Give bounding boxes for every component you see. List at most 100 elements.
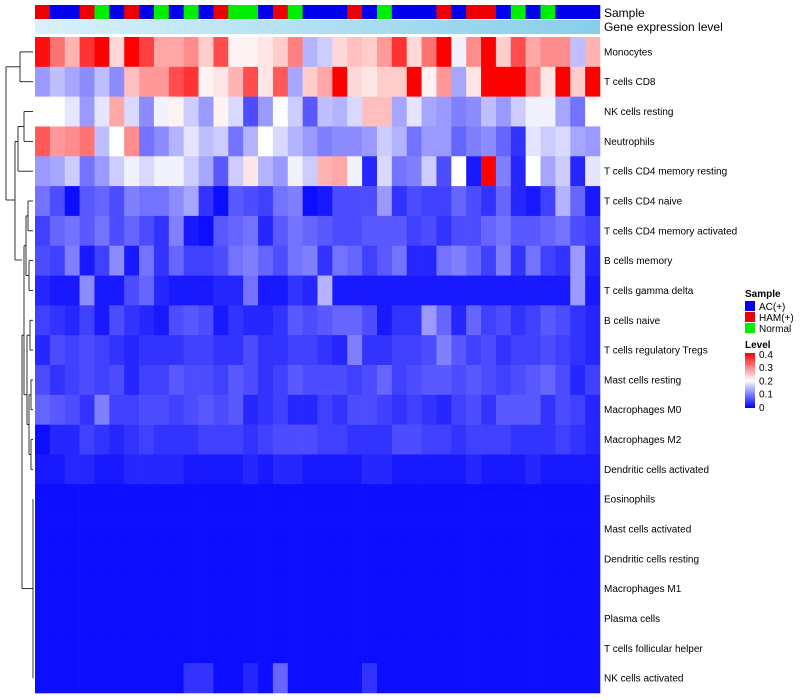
heatmap-cell	[585, 37, 601, 68]
heatmap-cell	[317, 573, 333, 604]
sample-annotation-cell	[287, 5, 303, 19]
heatmap-cell	[466, 66, 482, 97]
heatmap-cell	[540, 37, 556, 68]
heatmap-cell	[183, 96, 199, 127]
heatmap-cell	[213, 215, 229, 247]
heatmap-cell	[124, 514, 140, 545]
sample-annotation-cell	[64, 5, 80, 19]
row-label: T cells CD8	[604, 77, 656, 88]
heatmap-cell	[481, 66, 497, 97]
sample-annotation-cell	[570, 5, 586, 19]
heatmap-cell	[49, 514, 66, 545]
heatmap-cell	[168, 484, 184, 515]
heatmap-cell	[109, 424, 125, 455]
heatmap-cell	[49, 484, 66, 515]
heatmap-cell	[540, 245, 556, 276]
heatmap-cell	[406, 633, 422, 664]
heatmap-cell	[451, 573, 467, 604]
heatmap-cell	[540, 484, 556, 515]
heatmap-cell	[272, 573, 289, 604]
heatmap-cell	[198, 365, 214, 396]
row-label: B cells naive	[604, 316, 661, 327]
heatmap-cell	[243, 156, 259, 187]
heatmap-cell	[436, 37, 452, 68]
heatmap-cell	[139, 633, 155, 664]
sample-annotation-cell	[585, 5, 601, 19]
heatmap-cell	[109, 573, 125, 604]
heatmap-cell	[555, 633, 571, 664]
heatmap-cell	[585, 215, 601, 247]
heatmap-cell	[139, 603, 155, 634]
heatmap-cell	[495, 454, 512, 485]
heatmap-cell	[79, 543, 95, 575]
heatmap-cell	[362, 245, 378, 276]
heatmap-cell	[139, 424, 155, 455]
heatmap-cell	[510, 573, 526, 604]
heatmap-cell	[139, 454, 155, 485]
heatmap-cell	[258, 514, 274, 545]
annotation-label-gene-expression: Gene expression level	[604, 20, 723, 34]
heatmap-cell	[287, 365, 303, 396]
heatmap-cell	[570, 633, 586, 664]
heatmap-cell	[302, 484, 318, 515]
heatmap-cell	[272, 215, 289, 247]
heatmap-cell	[481, 365, 497, 396]
heatmap-cell	[510, 543, 526, 575]
heatmap-cell	[213, 633, 229, 664]
heatmap-cell	[287, 186, 303, 217]
heatmap-cell	[555, 126, 571, 157]
heatmap-cell	[35, 573, 51, 604]
heatmap-cell	[466, 156, 482, 187]
heatmap-cell	[421, 543, 437, 575]
heatmap-cell	[555, 305, 571, 336]
heatmap-cell	[347, 365, 363, 396]
heatmap-cell	[347, 215, 363, 247]
heatmap-cell	[94, 305, 110, 336]
heatmap-cell	[243, 514, 259, 545]
heatmap-cell	[421, 663, 437, 694]
heatmap-cell	[555, 275, 571, 306]
heatmap-cell	[139, 186, 155, 217]
heatmap-cell	[139, 394, 155, 425]
heatmap-cell	[64, 186, 80, 217]
heatmap-cell	[570, 424, 586, 455]
heatmap-cell	[243, 215, 259, 247]
heatmap-cell	[272, 186, 289, 217]
heatmap-cell	[272, 37, 289, 68]
heatmap-cell	[64, 245, 80, 276]
heatmap-cell	[451, 484, 467, 515]
heatmap-cell	[570, 454, 586, 485]
heatmap-cell	[228, 365, 244, 396]
heatmap-cell	[421, 603, 437, 634]
heatmap-cell	[124, 126, 140, 157]
heatmap-cell	[302, 66, 318, 97]
heatmap-cell	[35, 186, 51, 217]
heatmap-cell	[362, 454, 378, 485]
heatmap-cell	[466, 603, 482, 634]
heatmap-cell	[540, 663, 556, 694]
heatmap-cell	[258, 454, 274, 485]
heatmap-cell	[406, 543, 422, 575]
heatmap-cell	[362, 96, 378, 127]
heatmap-cell	[94, 66, 110, 97]
heatmap-cell	[243, 573, 259, 604]
heatmap-cell	[124, 484, 140, 515]
heatmap-cell	[79, 215, 95, 247]
heatmap-cell	[168, 633, 184, 664]
heatmap-cell	[525, 424, 541, 455]
heatmap-cell	[510, 126, 526, 157]
heatmap-cell	[376, 484, 393, 515]
heatmap-cell	[243, 96, 259, 127]
sample-annotation-cell	[79, 5, 95, 19]
heatmap-cell	[436, 215, 452, 247]
heatmap-cell	[347, 633, 363, 664]
heatmap-cell	[198, 424, 214, 455]
heatmap-cell	[421, 66, 437, 97]
heatmap-cell	[466, 543, 482, 575]
heatmap-cell	[332, 335, 348, 366]
heatmap-cell	[406, 454, 422, 485]
heatmap-cell	[198, 66, 214, 97]
heatmap-cell	[570, 126, 586, 157]
heatmap-cell	[406, 96, 422, 127]
heatmap-cell	[481, 37, 497, 68]
